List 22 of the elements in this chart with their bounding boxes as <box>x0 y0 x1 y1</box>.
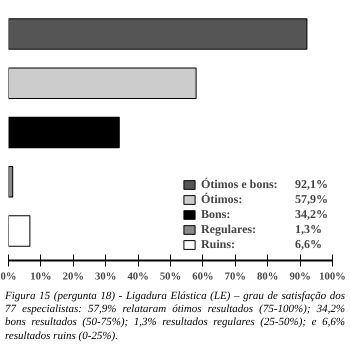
annotation: 34,2% <box>295 207 328 222</box>
legend-label: Ruins: <box>201 237 236 252</box>
x-tick-label: 80% <box>257 272 278 282</box>
legend-label: Ótimos e bons: <box>201 177 278 192</box>
x-tick-label: 50% <box>160 272 182 282</box>
legend-label: Regulares: <box>201 222 256 237</box>
x-tick-label: 10% <box>30 272 52 282</box>
x-tick-label: 60% <box>192 272 214 282</box>
x-tick-label: 0% <box>0 272 16 282</box>
legend-label: Ótimos: <box>201 192 242 207</box>
x-tick-label: 90% <box>289 272 311 282</box>
x-tick-label: 40% <box>127 272 149 282</box>
annotation: 57,9% <box>295 192 328 207</box>
annotation: 6,6% <box>295 237 322 252</box>
text: Figura 15 (pergunta 18) - Ligadura Elástica (LE) – grau de satisfação dos 77 especialistas: 57,9% relataram ótimos resultados (75-100%); 34,2% bons resultados (50-75%); 1,3% resultados regulares (25-50%); e 6,6% resultados ruins (0-25%). <box>5 290 345 343</box>
x-tick-label: 100% <box>319 272 346 282</box>
legend-label: Bons: <box>201 207 230 222</box>
x-tick-label: 70% <box>224 272 246 282</box>
annotation: 92,1% <box>295 177 328 192</box>
x-tick-label: 30% <box>95 272 116 282</box>
x-tick-label: 20% <box>62 272 84 282</box>
annotation: 1,3% <box>295 222 322 237</box>
